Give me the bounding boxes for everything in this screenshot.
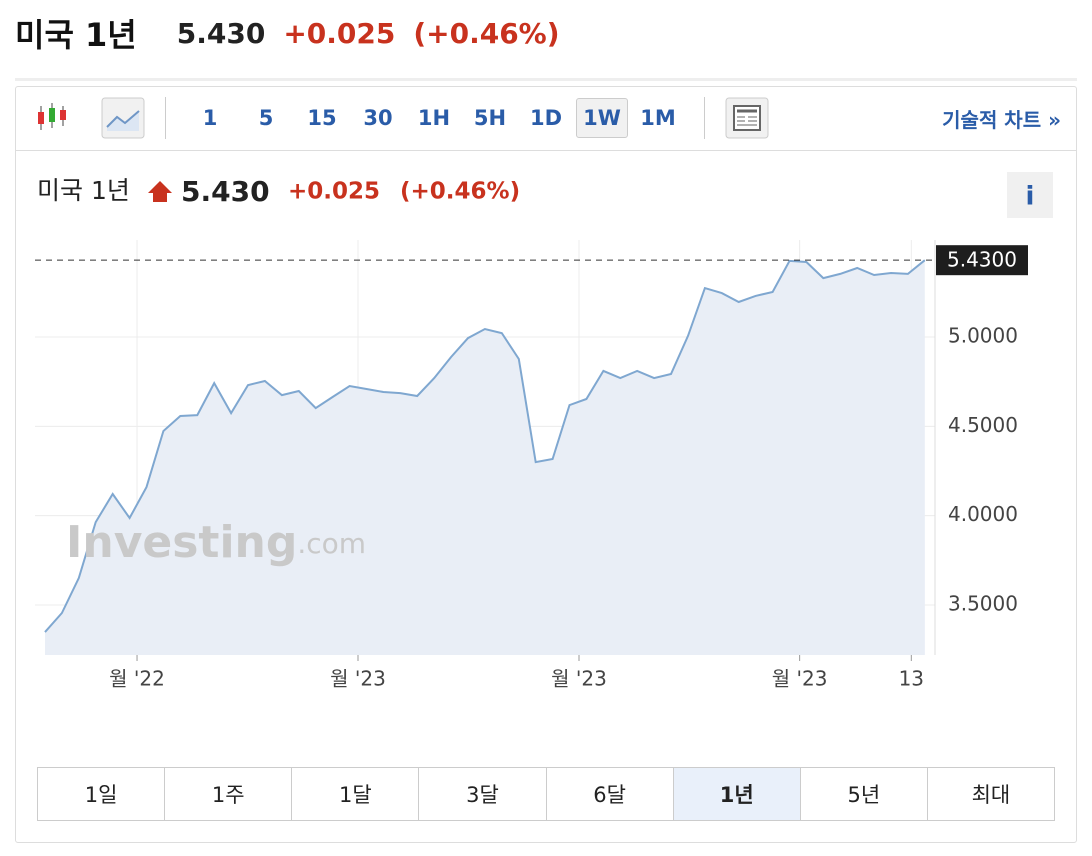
interval-button[interactable]: 5 [258,106,274,130]
separator [15,78,1077,81]
watermark-suffix: .com [297,527,366,560]
x-tick-label: 월 '22 [109,667,165,691]
interval-button[interactable]: 1D [529,106,563,130]
interval-button[interactable]: 1 [202,106,218,130]
range-selector: 1일 1주 1달 3달 6달 1년 5년 최대 [37,767,1055,821]
range-button[interactable]: 최대 [926,768,1054,820]
chart-title: 미국 1년 [37,176,130,205]
x-tick-label: 월 '23 [551,667,607,691]
watermark: Investing.com [66,517,366,568]
interval-button[interactable]: 15 [307,106,337,130]
x-tick-label: 13 [899,667,924,691]
toolbar: 1 5 15 30 1H 5H 1D 1W 1M 기술적 차트 » [15,86,1077,151]
x-tick-label: 월 '23 [330,667,386,691]
x-tick-label: 월 '23 [772,667,828,691]
up-arrow [148,181,172,202]
change: +0.025 [283,16,396,50]
chart-price: 5.430 [181,175,270,208]
range-button[interactable]: 1달 [291,768,418,820]
price: 5.430 [176,16,266,50]
chart-change-pct: (+0.46%) [400,179,520,205]
range-button[interactable]: 1주 [164,768,291,820]
intervals: 1 5 15 30 1H 5H 1D 1W 1M [180,98,684,138]
current-price-box [936,245,1028,276]
instrument-title: 미국 1년 [15,16,137,54]
interval-button[interactable]: 1M [640,106,676,130]
info-icon[interactable]: i [1026,182,1035,212]
chart-change: +0.025 [288,179,380,205]
divider [165,97,166,139]
candle-icon[interactable] [35,98,75,138]
interval-button[interactable]: 5H [473,106,507,130]
info-button[interactable] [1007,172,1053,218]
range-button[interactable]: 3달 [418,768,545,820]
range-button[interactable]: 1일 [84,783,118,807]
header: 미국 1년 5.430 +0.025 (+0.46%) [15,10,578,56]
watermark-brand: Investing [66,517,297,568]
interval-button[interactable]: 1W [576,98,628,138]
news-icon[interactable] [725,97,769,139]
divider [704,97,705,139]
y-tick-label: 5.0000 [948,324,1018,348]
range-button[interactable]: 5년 [799,768,927,820]
change-pct: (+0.46%) [413,16,560,50]
range-button[interactable]: 1년 [672,768,800,820]
y-tick-label: 3.5000 [948,591,1018,615]
interval-button[interactable]: 1H [417,106,451,130]
technical-chart-link[interactable]: 기술적 차트 » [942,107,1061,132]
y-tick-label: 4.5000 [948,413,1018,437]
y-tick-label: 4.0000 [948,502,1018,526]
price-line [44,259,926,633]
area [44,260,925,655]
current-price-label: 5.4300 [947,248,1017,272]
range-button[interactable]: 6달 [545,768,673,820]
line-icon[interactable] [101,97,145,139]
interval-button[interactable]: 30 [363,106,393,130]
chart-box [15,86,1077,843]
